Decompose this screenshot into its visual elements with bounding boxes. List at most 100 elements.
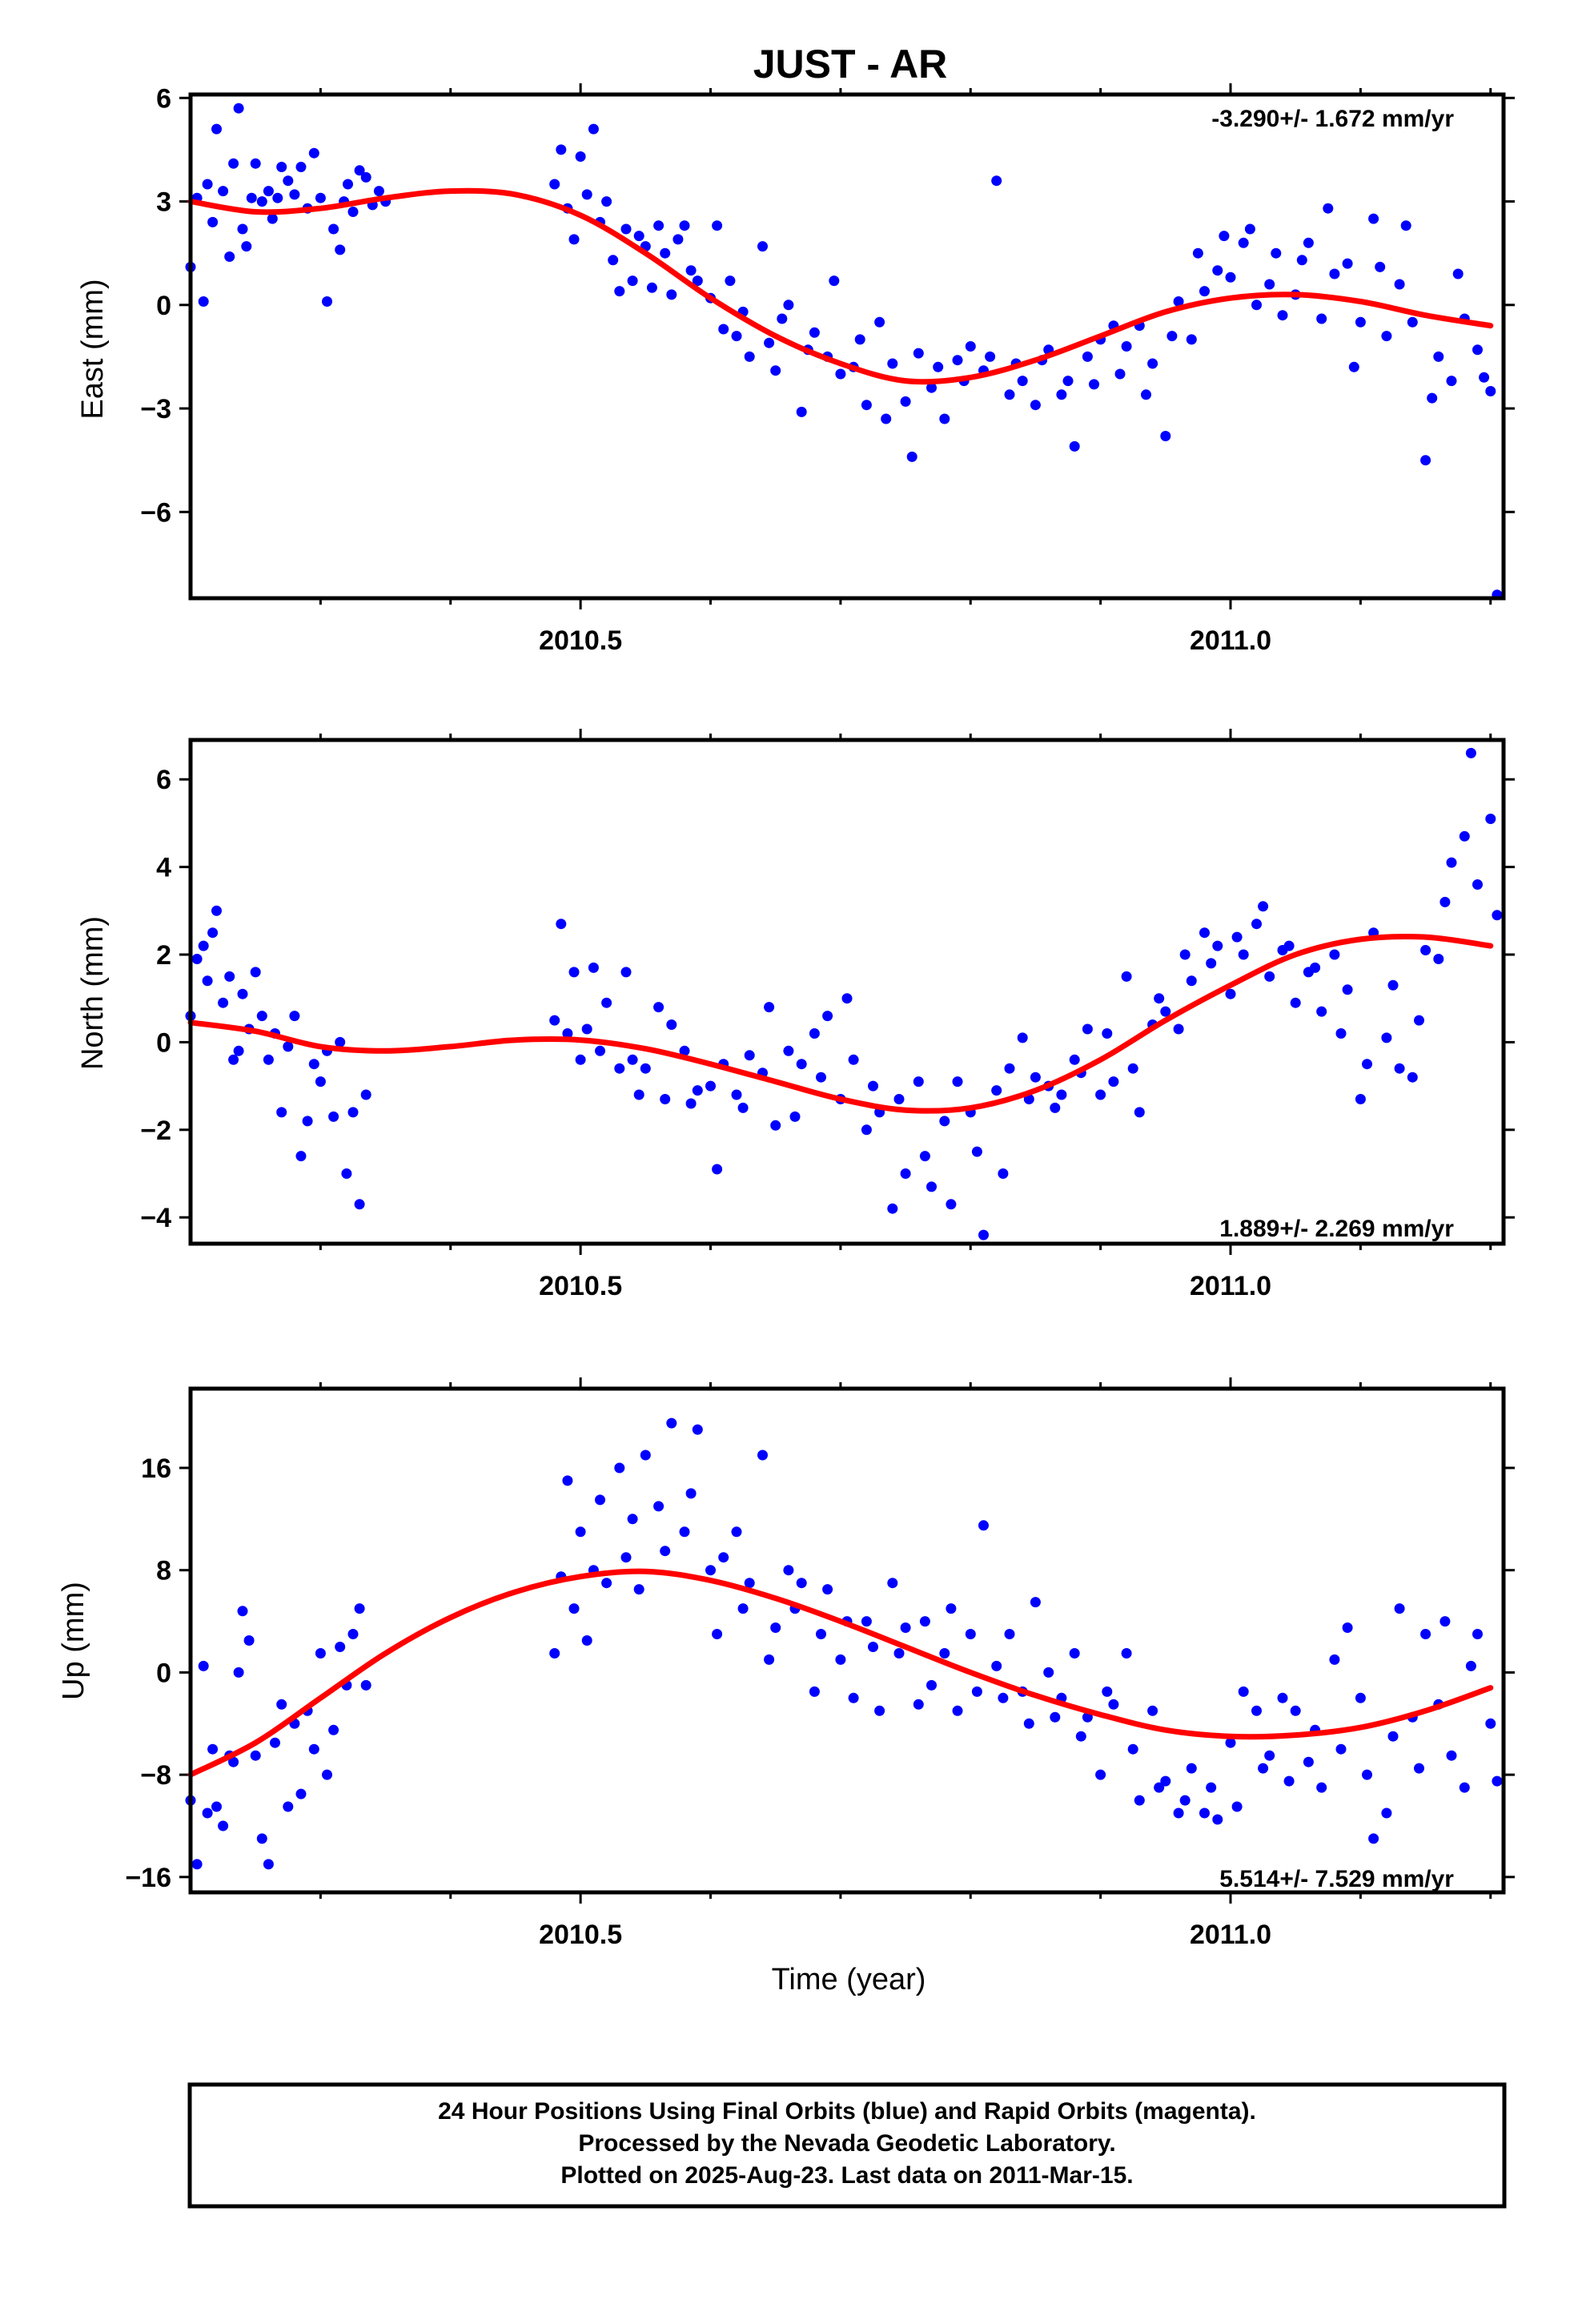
north-y-tick-label: 2 xyxy=(156,940,171,971)
east-data-point xyxy=(1017,376,1028,387)
north-data-point xyxy=(283,1041,294,1052)
north-data-point xyxy=(1095,1089,1106,1100)
up-data-point xyxy=(315,1648,326,1659)
north-data-point xyxy=(633,1089,644,1100)
north-data-point xyxy=(549,1015,560,1026)
north-data-point xyxy=(1231,931,1243,943)
up-data-point xyxy=(1030,1597,1041,1608)
east-data-point xyxy=(757,241,768,252)
east-data-point xyxy=(1427,392,1438,404)
up-data-point xyxy=(595,1494,605,1506)
north-data-point xyxy=(302,1116,313,1127)
up-data-point xyxy=(822,1584,833,1595)
east-data-point xyxy=(1479,372,1490,383)
east-y-axis-label: East (mm) xyxy=(76,279,110,419)
east-data-point xyxy=(575,151,586,162)
up-data-point xyxy=(1459,1782,1470,1793)
up-data-point xyxy=(1004,1629,1015,1639)
east-data-point xyxy=(1141,389,1151,400)
east-data-point xyxy=(237,223,248,235)
east-data-point xyxy=(926,382,937,393)
east-y-tick-label: −6 xyxy=(140,497,171,528)
north-data-point xyxy=(256,1011,267,1022)
up-data-point xyxy=(1225,1737,1236,1748)
east-data-point xyxy=(685,265,697,276)
east-data-point xyxy=(295,162,307,172)
up-data-point xyxy=(549,1648,560,1659)
up-data-point xyxy=(744,1578,755,1589)
east-data-point xyxy=(267,213,278,224)
north-data-point xyxy=(1258,901,1269,912)
north-data-point xyxy=(1102,1028,1113,1039)
up-data-point xyxy=(308,1743,319,1755)
north-data-point xyxy=(926,1181,937,1192)
east-plot-frame xyxy=(188,92,1506,601)
up-data-point xyxy=(237,1606,248,1617)
up-data-point xyxy=(874,1705,885,1716)
up-data-point xyxy=(1231,1801,1243,1812)
up-data-point xyxy=(1277,1692,1288,1703)
north-data-point xyxy=(295,1151,307,1162)
north-data-point xyxy=(1290,997,1301,1008)
up-data-point xyxy=(1387,1731,1399,1742)
x-axis-label: Time (year) xyxy=(772,1963,926,1996)
east-data-point xyxy=(679,220,690,231)
north-data-point xyxy=(971,1146,982,1157)
north-data-point xyxy=(1387,979,1399,991)
east-data-point xyxy=(646,282,657,293)
north-data-point xyxy=(556,919,567,930)
east-data-point xyxy=(770,365,781,376)
east-data-point xyxy=(809,327,820,338)
up-data-point xyxy=(1102,1686,1113,1697)
up-data-point xyxy=(666,1417,677,1429)
east-data-point xyxy=(315,192,326,203)
east-data-point xyxy=(250,158,261,169)
up-data-point xyxy=(335,1642,346,1652)
north-data-point xyxy=(1212,940,1223,951)
east-data-point xyxy=(283,175,294,187)
up-data-point xyxy=(887,1578,898,1589)
east-data-point xyxy=(308,147,319,159)
up-data-point xyxy=(218,1820,229,1831)
north-data-point xyxy=(1127,1063,1138,1074)
north-data-point xyxy=(1225,988,1236,999)
north-data-point xyxy=(202,975,213,987)
up-data-point xyxy=(1134,1795,1145,1806)
up-data-point xyxy=(861,1616,872,1627)
up-data-point xyxy=(1075,1731,1086,1742)
north-data-point xyxy=(991,1085,1002,1096)
east-data-point xyxy=(744,351,755,362)
up-data-point xyxy=(1381,1807,1392,1819)
up-data-point xyxy=(233,1667,244,1678)
east-panel: East (mm) -3.290+/- 1.672 mm/yr 2010.5 20… xyxy=(76,83,1515,656)
north-data-point xyxy=(1056,1089,1067,1100)
up-data-point xyxy=(283,1801,294,1812)
up-data-point xyxy=(568,1603,580,1614)
north-data-point xyxy=(1173,1023,1184,1035)
east-data-point xyxy=(218,186,229,197)
east-data-point xyxy=(568,234,580,245)
east-data-point xyxy=(620,223,632,235)
north-data-point xyxy=(893,1094,905,1104)
north-data-point xyxy=(919,1151,930,1162)
up-data-point xyxy=(1043,1667,1054,1678)
east-data-point xyxy=(1062,376,1074,387)
footer-box: 24 Hour Positions Using Final Orbits (bl… xyxy=(187,2082,1507,2209)
up-data-point xyxy=(1303,1756,1314,1767)
north-data-point xyxy=(783,1045,794,1056)
up-data-point xyxy=(198,1660,209,1671)
north-data-point xyxy=(1030,1072,1041,1083)
north-data-point xyxy=(1206,958,1217,969)
north-data-point xyxy=(237,988,248,999)
north-data-point xyxy=(614,1063,625,1074)
east-y-tick-label: 0 xyxy=(156,291,171,321)
north-data-point xyxy=(1154,993,1165,1004)
east-data-point xyxy=(1394,279,1405,290)
east-data-point xyxy=(906,451,917,462)
up-data-point xyxy=(295,1788,307,1799)
up-data-point xyxy=(971,1686,982,1697)
east-x-tick-label: 2011.0 xyxy=(1190,625,1271,656)
up-data-point xyxy=(1173,1807,1184,1819)
north-plot-frame xyxy=(188,738,1506,1246)
east-data-point xyxy=(276,162,287,172)
